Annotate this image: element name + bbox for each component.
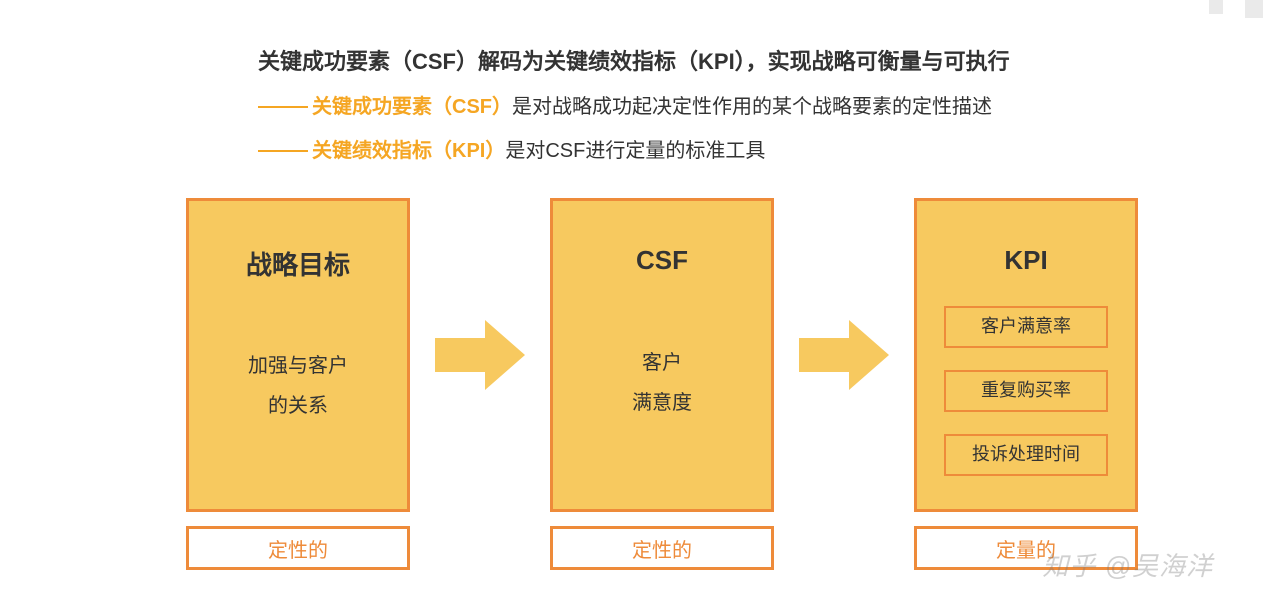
kpi-desc: 是对CSF进行定量的标准工具 bbox=[505, 136, 765, 166]
main-title: 关键成功要素（CSF）解码为关键绩效指标（KPI），实现战略可衡量与可执行 bbox=[258, 45, 1158, 78]
box-csf-title: CSF bbox=[636, 245, 688, 276]
flowchart: 战略目标 加强与客户 的关系 定性的 CSF 客户 满意度 定性的 KPI bbox=[186, 198, 1138, 570]
flow-col-kpi: KPI 客户满意率 重复购买率 投诉处理时间 定量的 bbox=[914, 198, 1138, 570]
kpi-term: 关键绩效指标（KPI） bbox=[312, 136, 505, 166]
box-strategy-body: 加强与客户 的关系 bbox=[248, 282, 348, 489]
box-kpi-body: 客户满意率 重复购买率 投诉处理时间 bbox=[935, 306, 1117, 489]
box-strategy-line2: 的关系 bbox=[268, 386, 328, 426]
box-kpi-title: KPI bbox=[1004, 245, 1047, 276]
header-block: 关键成功要素（CSF）解码为关键绩效指标（KPI），实现战略可衡量与可执行 关键… bbox=[258, 45, 1158, 166]
box-strategy-line1: 加强与客户 bbox=[248, 346, 348, 386]
box-csf-body: 客户 满意度 bbox=[632, 276, 692, 489]
csf-term: 关键成功要素（CSF） bbox=[312, 92, 512, 122]
kpi-item-2: 重复购买率 bbox=[944, 370, 1108, 412]
dash-icon bbox=[258, 106, 308, 108]
flow-col-csf: CSF 客户 满意度 定性的 bbox=[550, 198, 774, 570]
corner-decoration bbox=[1203, 0, 1263, 30]
arrow-right-icon bbox=[799, 320, 889, 390]
box-strategy: 战略目标 加强与客户 的关系 bbox=[186, 198, 410, 512]
box-csf-line2: 满意度 bbox=[632, 383, 692, 423]
flow-col-strategy: 战略目标 加强与客户 的关系 定性的 bbox=[186, 198, 410, 570]
arrow-2 bbox=[799, 198, 889, 512]
arrow-1 bbox=[435, 198, 525, 512]
kpi-item-3: 投诉处理时间 bbox=[944, 434, 1108, 476]
sublabel-strategy: 定性的 bbox=[186, 526, 410, 570]
sublabel-kpi: 定量的 bbox=[914, 526, 1138, 570]
csf-desc: 是对战略成功起决定性作用的某个战略要素的定性描述 bbox=[512, 92, 992, 122]
definition-csf: 关键成功要素（CSF） 是对战略成功起决定性作用的某个战略要素的定性描述 bbox=[258, 92, 1158, 122]
sublabel-csf: 定性的 bbox=[550, 526, 774, 570]
dash-icon bbox=[258, 150, 308, 152]
definition-kpi: 关键绩效指标（KPI） 是对CSF进行定量的标准工具 bbox=[258, 136, 1158, 166]
box-kpi: KPI 客户满意率 重复购买率 投诉处理时间 bbox=[914, 198, 1138, 512]
arrow-right-icon bbox=[435, 320, 525, 390]
kpi-item-1: 客户满意率 bbox=[944, 306, 1108, 348]
box-strategy-title: 战略目标 bbox=[246, 245, 350, 282]
box-csf-line1: 客户 bbox=[642, 343, 682, 383]
box-csf: CSF 客户 满意度 bbox=[550, 198, 774, 512]
